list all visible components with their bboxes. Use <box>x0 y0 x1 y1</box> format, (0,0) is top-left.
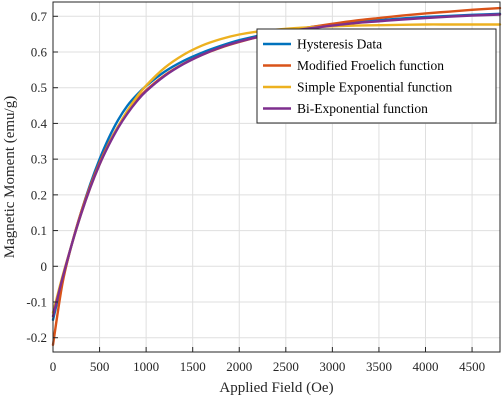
y-tick-label: -0.1 <box>26 295 47 310</box>
y-axis-label: Magnetic Moment (emu/g) <box>2 96 18 258</box>
y-tick-label: 0.1 <box>31 223 47 238</box>
x-tick-label: 3000 <box>319 359 345 374</box>
x-tick-labels: 0 500 1000 1500 2000 2500 3000 3500 4000 4500 <box>50 359 485 374</box>
x-tick-label: 2000 <box>226 359 252 374</box>
y-tick-label: 0.7 <box>31 9 48 24</box>
x-tick-label: 0 <box>50 359 57 374</box>
x-axis-label: Applied Field (Oe) <box>219 380 333 396</box>
x-tick-label: 2500 <box>273 359 299 374</box>
y-tick-label: 0.2 <box>31 187 47 202</box>
y-tick-label: -0.2 <box>26 330 47 345</box>
y-tick-label: 0.5 <box>31 80 47 95</box>
y-tick-label: 0 <box>41 259 48 274</box>
legend-label-simple-exponential-function: Simple Exponential function <box>297 80 452 95</box>
series-lines <box>51 6 502 347</box>
x-tick-label: 4500 <box>459 359 485 374</box>
legend-label-hysteresis-data: Hysteresis Data <box>297 37 382 52</box>
x-tick-label: 4000 <box>413 359 439 374</box>
y-tick-labels: -0.2 -0.1 0 0.1 0.2 0.3 0.4 0.5 0.6 0.7 <box>26 9 47 345</box>
x-tick-label: 500 <box>90 359 110 374</box>
legend-box <box>256 28 497 124</box>
x-tick-label: 3500 <box>366 359 392 374</box>
series-line-bi-exponential-function <box>51 13 502 318</box>
axes-frame <box>52 1 501 353</box>
legend-label-bi-exponential-function: Bi-Exponential function <box>297 101 428 116</box>
legend-label-modified-froelich-function: Modified Froelich function <box>297 58 444 73</box>
x-tick-label: 1000 <box>133 359 159 374</box>
y-tick-label: 0.3 <box>31 152 47 167</box>
legend: Hysteresis Data Modified Froelich functio… <box>256 28 497 124</box>
y-tick-label: 0.6 <box>31 45 48 60</box>
x-tick-label: 1500 <box>180 359 206 374</box>
axis-ticks <box>52 15 473 352</box>
y-tick-label: 0.4 <box>31 116 48 131</box>
